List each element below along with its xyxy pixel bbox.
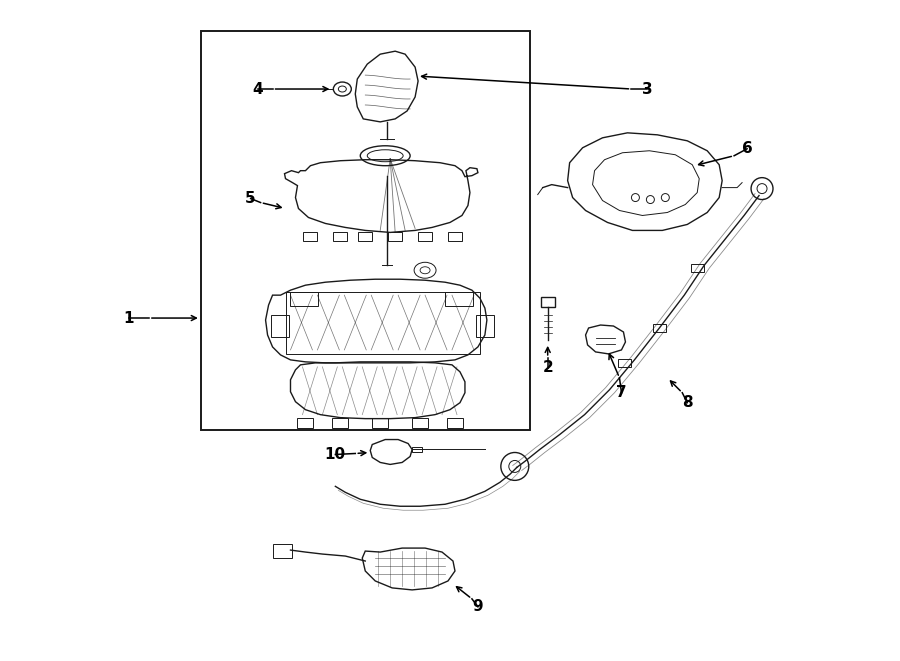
Bar (418, 233, 432, 241)
Text: 6: 6 (742, 141, 752, 156)
Bar (691, 264, 704, 272)
Text: 10: 10 (325, 447, 346, 462)
Text: 9: 9 (472, 600, 483, 614)
Bar (618, 359, 632, 367)
Text: 5: 5 (246, 191, 256, 206)
Text: 7: 7 (616, 385, 626, 401)
Text: 1: 1 (123, 311, 134, 326)
Bar (541, 297, 554, 307)
Bar (298, 418, 313, 428)
Bar (388, 233, 402, 241)
Bar (285, 292, 480, 354)
Bar (653, 324, 666, 332)
Bar (333, 233, 347, 241)
Text: 4: 4 (252, 81, 263, 97)
Bar (332, 418, 348, 428)
Text: 3: 3 (642, 81, 652, 97)
Bar (447, 418, 463, 428)
Bar (476, 315, 494, 337)
Bar (373, 418, 388, 428)
Text: 8: 8 (682, 395, 693, 410)
Bar (271, 315, 289, 337)
Bar (358, 233, 373, 241)
Bar (291, 292, 319, 306)
Bar (201, 31, 530, 430)
Text: 2: 2 (543, 360, 553, 375)
Bar (412, 447, 422, 453)
Bar (412, 418, 428, 428)
Bar (273, 544, 292, 558)
Bar (303, 233, 318, 241)
Bar (448, 233, 462, 241)
Bar (445, 292, 473, 306)
